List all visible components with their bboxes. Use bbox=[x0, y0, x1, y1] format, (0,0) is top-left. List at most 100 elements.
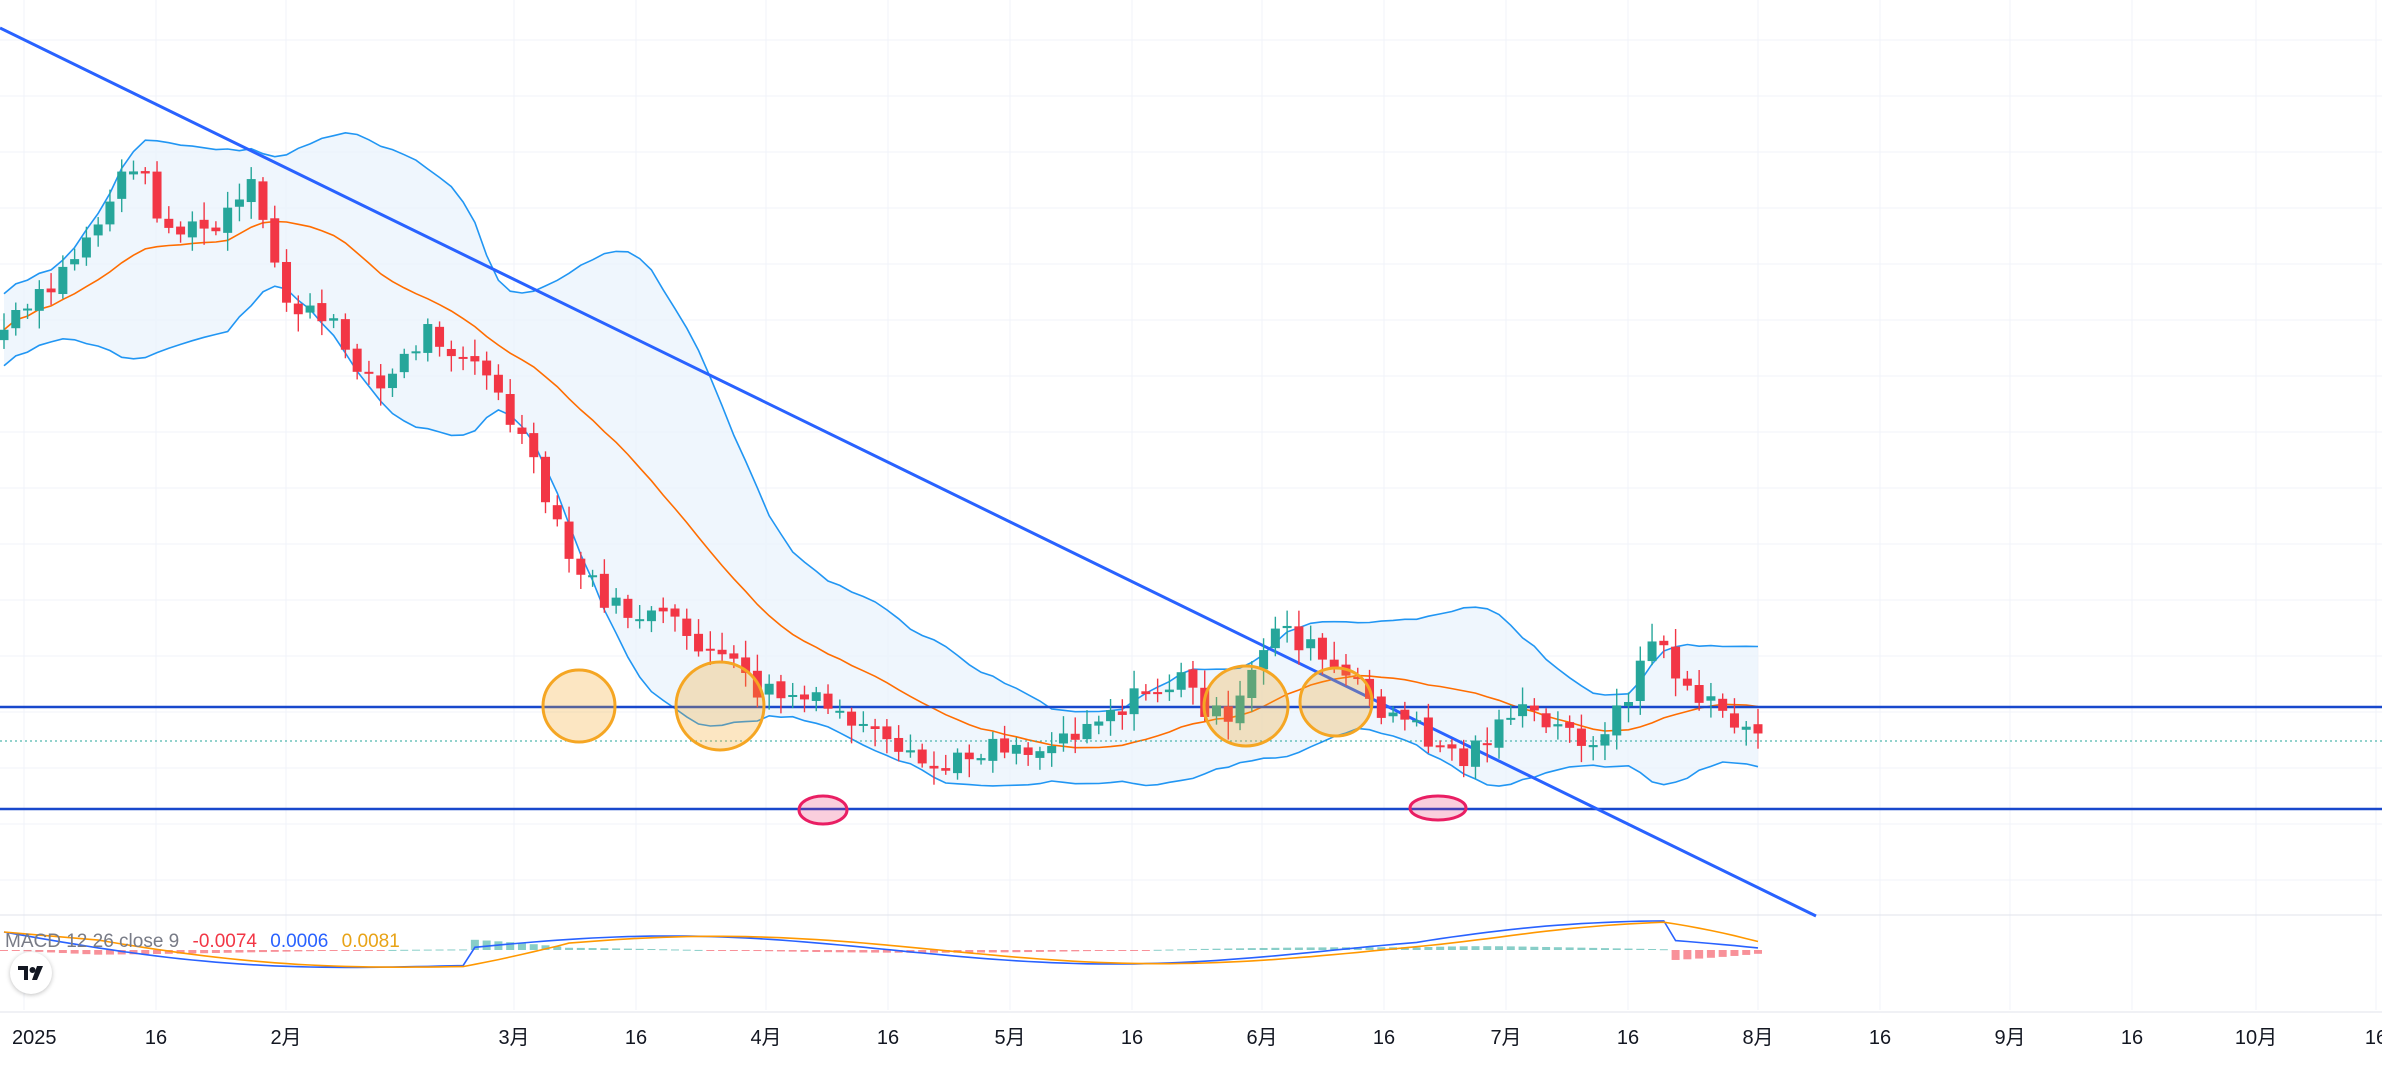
candle-body bbox=[623, 598, 633, 618]
macd-histogram-bar bbox=[765, 950, 774, 952]
candle-body bbox=[635, 619, 645, 622]
macd-histogram-bar bbox=[200, 950, 209, 954]
macd-histogram-bar bbox=[1306, 947, 1315, 950]
macd-histogram-bar bbox=[788, 950, 797, 952]
macd-histogram-bar bbox=[1353, 947, 1362, 950]
macd-histogram-bar bbox=[1636, 948, 1645, 950]
macd-histogram-bar bbox=[364, 950, 373, 951]
candle-body bbox=[1435, 745, 1445, 748]
candle-body bbox=[1553, 724, 1563, 727]
macd-histogram-bar bbox=[1259, 947, 1268, 950]
trendline[interactable] bbox=[0, 26, 1817, 918]
candle-body bbox=[317, 303, 327, 322]
annotation-shapes[interactable] bbox=[541, 660, 1468, 826]
macd-histogram-bar bbox=[847, 950, 856, 953]
macd-histogram-bar bbox=[341, 950, 350, 951]
horizontal-levels[interactable] bbox=[0, 705, 2382, 811]
macd-histogram-bar bbox=[329, 950, 338, 951]
macd-histogram-bar bbox=[929, 950, 938, 953]
macd-histogram-bar bbox=[317, 950, 326, 951]
macd-histogram-bar bbox=[1671, 950, 1680, 960]
macd-histogram-bar bbox=[800, 950, 809, 952]
macd-histogram-bar bbox=[1577, 947, 1586, 950]
macd-histogram-bar bbox=[824, 950, 833, 953]
candle-body bbox=[517, 427, 527, 434]
candle-body bbox=[988, 738, 998, 761]
candle-body bbox=[282, 261, 292, 303]
candle-body bbox=[482, 360, 492, 376]
macd-histogram-bar bbox=[470, 939, 479, 950]
macd-line bbox=[3, 920, 1759, 969]
candle-body bbox=[246, 179, 256, 203]
macd-histogram-bar bbox=[1742, 950, 1751, 955]
macd-histogram-bar bbox=[1330, 947, 1339, 950]
macd-indicator-name: MACD 12 26 close 9 bbox=[5, 931, 180, 952]
candle-body bbox=[1576, 728, 1586, 746]
macd-histogram-bar bbox=[353, 950, 362, 951]
time-axis-label: 16 bbox=[877, 1027, 899, 1049]
candle-body bbox=[70, 259, 80, 265]
macd-histogram-bar bbox=[517, 943, 526, 950]
macd-histogram-bar bbox=[1695, 950, 1704, 959]
macd-histogram-bar bbox=[1024, 950, 1033, 953]
candle-body bbox=[1470, 740, 1480, 767]
macd-histogram-bar bbox=[1506, 946, 1515, 950]
candle-body bbox=[411, 351, 421, 354]
bollinger-basis-line bbox=[3, 220, 1759, 749]
macd-histogram-bar bbox=[1153, 949, 1162, 951]
macd-histogram-bar bbox=[1600, 948, 1609, 950]
candle-body bbox=[1400, 709, 1410, 720]
macd-histogram-bar bbox=[871, 950, 880, 953]
candle-body bbox=[588, 575, 598, 578]
candle-body bbox=[1306, 639, 1316, 649]
macd-histogram-bar bbox=[105, 950, 114, 955]
macd-histogram-bar bbox=[835, 950, 844, 953]
macd-histogram-bar bbox=[412, 949, 421, 951]
candle-body bbox=[1541, 713, 1551, 728]
macd-histogram-bar bbox=[1047, 950, 1056, 952]
candle-body bbox=[847, 711, 857, 726]
macd-legend[interactable]: MACD 12 26 close 9 -0.0074 0.0006 0.0081 bbox=[5, 931, 408, 953]
macd-histogram-bar bbox=[600, 948, 609, 950]
macd-histogram-bar bbox=[235, 950, 244, 953]
candle-body bbox=[1164, 689, 1174, 693]
candle-body bbox=[788, 694, 798, 697]
candle-body bbox=[1094, 721, 1104, 726]
candle-body bbox=[1329, 659, 1339, 668]
macd-histogram-bar bbox=[612, 948, 621, 950]
macd-histogram-bar bbox=[1083, 950, 1092, 952]
macd-histogram-bar bbox=[423, 949, 432, 951]
macd-histogram-bar bbox=[1212, 948, 1221, 950]
candle-body bbox=[1070, 733, 1080, 740]
macd-histogram-bar bbox=[1035, 950, 1044, 952]
time-axis[interactable]: 2025 16 2月 3月 16 4月 16 5月 16 6月 16 7月 16 8月 16 9月 16 10月 1… bbox=[12, 1027, 2382, 1049]
time-axis-label: 7月 bbox=[1490, 1027, 1521, 1049]
macd-histogram-bar bbox=[247, 950, 256, 953]
candle-body bbox=[1682, 678, 1692, 686]
candle-body bbox=[1659, 640, 1669, 646]
macd-histogram-bar bbox=[1483, 946, 1492, 950]
candle-body bbox=[1612, 705, 1622, 736]
candle-body bbox=[1741, 726, 1751, 730]
candle-body bbox=[1188, 669, 1198, 688]
macd-histogram-bar bbox=[588, 948, 597, 950]
time-axis-label: 5月 bbox=[994, 1027, 1025, 1049]
candle-body bbox=[1706, 696, 1716, 701]
candle-body bbox=[1529, 705, 1539, 711]
candle-body bbox=[894, 737, 904, 752]
candle-body bbox=[1506, 717, 1516, 720]
candle-body bbox=[1671, 646, 1681, 679]
candle-body bbox=[446, 348, 456, 357]
candle-body bbox=[705, 648, 715, 651]
candle-body bbox=[1423, 717, 1433, 747]
candle-body bbox=[1117, 711, 1127, 715]
candle-body bbox=[352, 348, 362, 372]
macd-histogram-bar bbox=[188, 950, 197, 954]
tradingview-logo-icon[interactable] bbox=[10, 952, 52, 994]
macd-histogram-bar bbox=[129, 950, 138, 955]
macd-histogram-bar bbox=[1648, 949, 1657, 951]
macd-histogram-bar bbox=[0, 950, 8, 951]
macd-histogram-bar bbox=[1271, 947, 1280, 950]
macd-histogram-bar bbox=[1624, 948, 1633, 950]
